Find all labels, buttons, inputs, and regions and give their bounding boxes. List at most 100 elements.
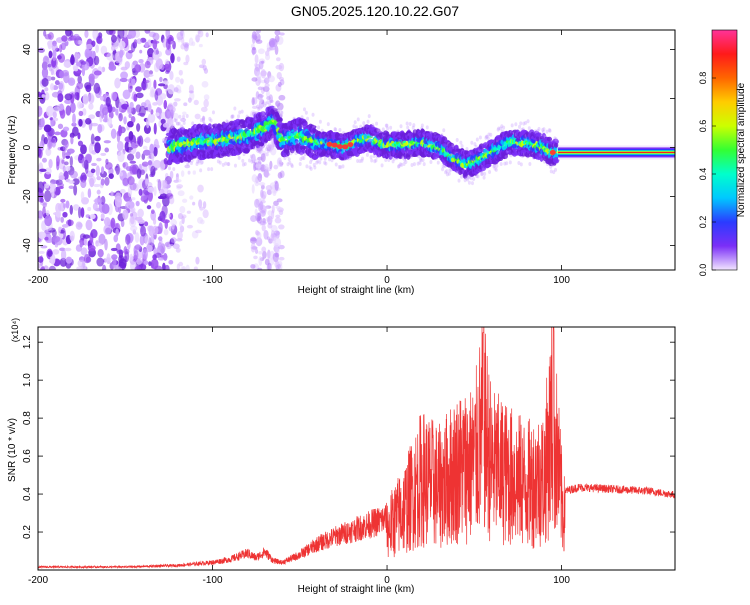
spectrogram-cell xyxy=(51,186,55,199)
spectrogram-cell xyxy=(326,122,330,127)
spectrogram-cell xyxy=(444,170,448,175)
spectrogram-cell xyxy=(84,30,89,39)
spectrogram-cell xyxy=(176,179,182,183)
spectrogram-cell xyxy=(199,206,203,212)
spectrogram-cell xyxy=(230,114,234,119)
spectrogram-cell xyxy=(418,160,422,165)
spectrogram-cell xyxy=(56,155,60,167)
spectrogram-cell xyxy=(150,258,159,270)
spectrogram-cell xyxy=(149,143,155,154)
spectrogram-cell xyxy=(302,107,306,112)
spectrogram-cell xyxy=(59,108,66,119)
spectrogram-cell xyxy=(278,94,286,101)
y-tick-label: 40 xyxy=(22,44,33,56)
spectrogram-x-axis-label: Height of straight line (km) xyxy=(298,285,415,296)
spectrogram-cell xyxy=(494,167,498,172)
spectrogram-cell xyxy=(187,170,191,175)
spectrogram-cell xyxy=(59,44,63,53)
spectrogram-cell xyxy=(95,165,100,177)
spectrogram-cell xyxy=(341,164,345,169)
spectrogram-cell xyxy=(278,256,285,261)
spectrogram-cell xyxy=(269,45,276,51)
spectrogram-cell xyxy=(115,163,120,176)
spectrogram-cell xyxy=(333,127,337,132)
spectrogram-cell xyxy=(170,53,175,64)
spectrogram-cell xyxy=(151,151,155,163)
spectrogram-cell xyxy=(104,227,112,235)
spectrogram-cell xyxy=(157,195,164,200)
spectrogram-cell xyxy=(451,143,455,148)
spectrogram-cell xyxy=(274,34,280,43)
spectrogram-cell xyxy=(381,127,385,132)
spectrogram-cell xyxy=(68,185,75,190)
spectrogram-x-ticks: -200 -100 0 100 xyxy=(28,30,570,286)
spectrogram-cell xyxy=(145,136,151,144)
snr-x-axis-label: Height of straight line (km) xyxy=(298,584,415,595)
spectrogram-cell xyxy=(348,155,352,160)
spectrogram-cell xyxy=(69,30,74,37)
colorbar-label: Normalized spectral amplitude xyxy=(736,82,747,217)
spectrogram-cell xyxy=(290,164,294,169)
spectrogram-cell xyxy=(553,142,559,148)
spectrogram-cell xyxy=(95,243,103,247)
spectrogram-cell xyxy=(130,206,136,214)
spectrogram-cell xyxy=(47,250,53,257)
spectrogram-cell xyxy=(141,161,149,167)
spectrogram-cell xyxy=(38,191,45,200)
spectrogram-cell xyxy=(177,231,183,240)
spectrogram-cell xyxy=(384,123,388,128)
spectrogram-cell xyxy=(130,116,136,123)
spectrogram-cell xyxy=(503,161,507,166)
spectrogram-cell xyxy=(133,250,139,260)
spectrogram-cell xyxy=(269,105,275,110)
spectrogram-cell xyxy=(258,256,263,266)
colorbar-ticks: 0.00.20.40.60.8 xyxy=(698,72,716,276)
spectrogram-cell xyxy=(153,186,157,197)
spectrogram-cell xyxy=(79,174,84,182)
spectrogram-cell xyxy=(261,224,266,232)
spectrogram-cell xyxy=(274,45,279,55)
spectrogram-cell xyxy=(52,249,60,255)
spectrogram-cell xyxy=(185,54,190,64)
spectrogram-cell xyxy=(75,221,83,230)
spectrogram-cell xyxy=(92,202,98,211)
spectrogram-cell xyxy=(406,125,410,130)
spectrogram-cell xyxy=(412,162,416,167)
spectrogram-cell xyxy=(459,174,463,179)
spectrogram-cell xyxy=(193,266,198,270)
spectrogram-cell xyxy=(233,163,237,168)
spectrogram-cell xyxy=(257,106,261,111)
spectrogram-cell xyxy=(306,116,310,121)
spectrogram-cell xyxy=(117,151,125,163)
spectrogram-cell xyxy=(276,198,283,203)
spectrogram-cell xyxy=(128,113,132,119)
spectrogram-cell xyxy=(148,261,152,266)
spectrogram-cell xyxy=(267,215,273,225)
spectrogram-cell xyxy=(173,101,178,107)
spectrogram-cell xyxy=(499,126,503,131)
spectrogram-cell xyxy=(60,198,66,203)
spectrogram-cell xyxy=(99,111,103,123)
spectrogram-cell xyxy=(486,136,490,141)
spectrogram-cell xyxy=(547,128,551,133)
spectrogram-cell xyxy=(549,169,553,174)
spectrogram-cell xyxy=(508,160,512,165)
spectrogram-cell xyxy=(96,189,101,195)
spectrogram-cell xyxy=(248,158,252,163)
spectrogram-cell xyxy=(195,229,202,234)
spectrogram-cell xyxy=(323,156,327,161)
spectrogram-cell xyxy=(96,257,104,267)
spectrogram-cell xyxy=(77,75,82,84)
spectrogram-cell xyxy=(62,211,68,218)
spectrogram-cell xyxy=(201,81,209,88)
spectrogram-cell xyxy=(167,110,174,119)
spectrogram-cell xyxy=(50,76,56,81)
spectrogram-cell xyxy=(122,209,129,220)
spectrogram-cell xyxy=(192,201,196,206)
spectrogram-cell xyxy=(137,219,145,224)
spectrogram-cell xyxy=(93,70,102,76)
spectrogram-cell xyxy=(298,162,302,167)
spectrogram-cell xyxy=(42,55,50,65)
spectrogram-cell xyxy=(52,111,57,119)
spectrogram-cell xyxy=(264,101,268,106)
